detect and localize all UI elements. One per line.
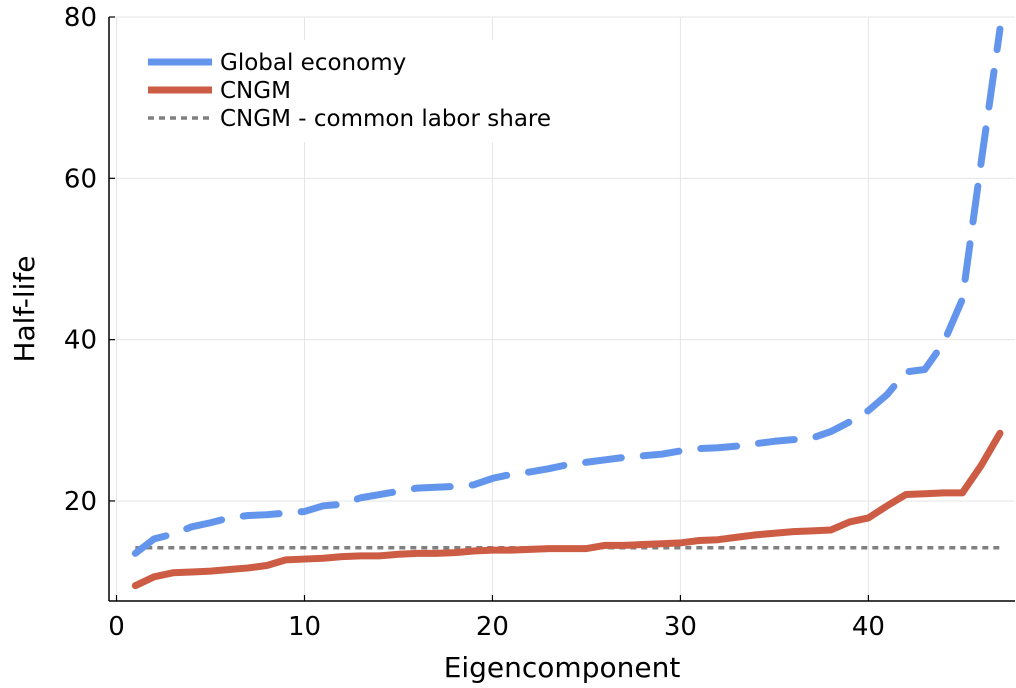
x-tick-label: 20 <box>476 612 509 642</box>
y-tick-label: 80 <box>64 3 97 33</box>
cngm-line <box>131 429 1004 590</box>
x-tick-label: 30 <box>664 612 697 642</box>
y-tick-label: 20 <box>64 487 97 517</box>
x-tick-label: 10 <box>288 612 321 642</box>
x-axis-title: Eigencomponent <box>444 651 681 684</box>
axes <box>108 16 1015 602</box>
y-tick-label: 60 <box>64 164 97 194</box>
tick-labels: 0 10 20 30 40 20 40 60 80 <box>64 3 885 642</box>
global-economy-line <box>131 25 1004 557</box>
legend-label: Global economy <box>220 50 406 76</box>
legend-label: CNGM <box>220 78 291 104</box>
y-tick-label: 40 <box>64 326 97 356</box>
x-tick-label: 0 <box>108 612 125 642</box>
series-layer <box>131 25 1004 590</box>
legend-label: CNGM - common labor share <box>220 106 551 132</box>
y-axis-title: Half-life <box>8 255 41 362</box>
x-tick-label: 40 <box>852 612 885 642</box>
